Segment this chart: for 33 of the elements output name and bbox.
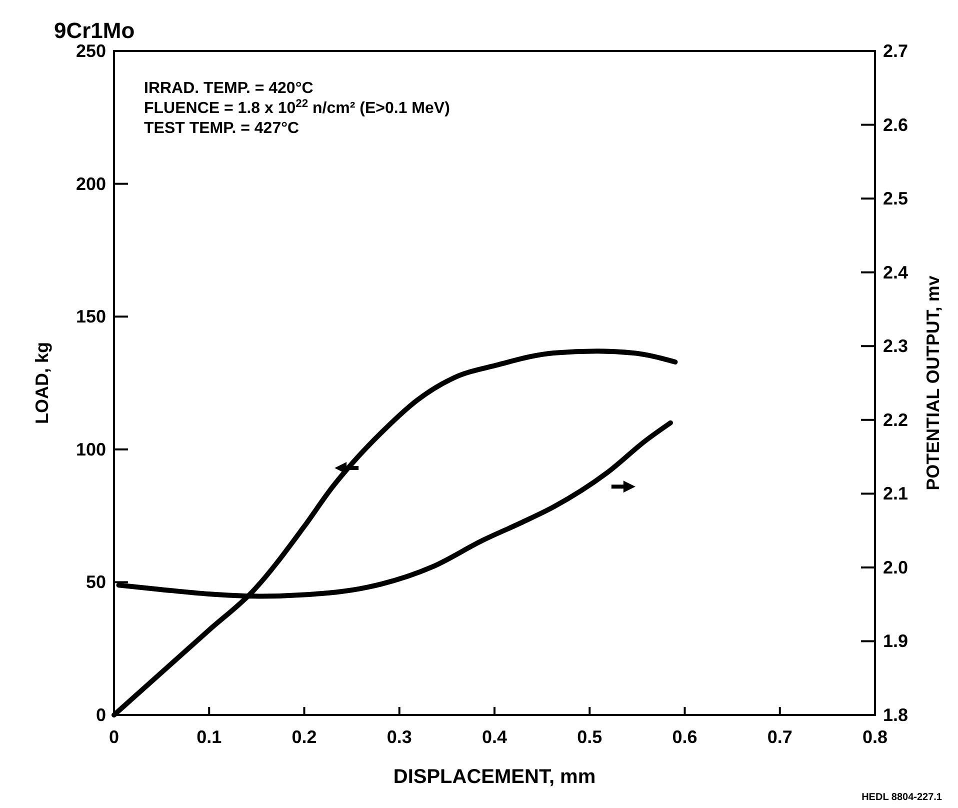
y2-tick-label: 2.7 [883,41,908,61]
y-tick-label: 150 [76,306,106,327]
x-tick-label: 0.7 [767,727,792,747]
y-axis-title: LOAD, kg [32,342,52,424]
x-tick-label: 0 [108,727,120,747]
x-tick-label: 0.6 [672,727,698,747]
x-tick-label: 0.8 [862,727,888,747]
y-tick-label: 100 [76,439,106,460]
y2-tick-label: 2.3 [883,336,908,356]
y2-tick-label: 2.5 [883,188,908,209]
y-tick-label: 50 [86,572,106,592]
x-tick-label: 0.1 [196,727,222,747]
x-tick-label: 0.5 [577,727,602,747]
y-tick-label: 200 [76,174,106,194]
annotation: IRRAD. TEMP. = 420°C [144,80,314,97]
annotation: TEST TEMP. = 427°C [144,120,300,137]
y-tick-label: 0 [96,705,106,725]
x-axis-title: DISPLACEMENT, mm [393,766,596,788]
text: HEDL 8804-227.1 [862,792,942,803]
x-tick-label: 0.4 [482,727,508,747]
x-tick-label: 0.3 [386,727,412,747]
y2-tick-label: 2.0 [883,557,908,578]
y2-tick-label: 2.1 [883,484,908,504]
y2-tick-label: 1.9 [883,631,908,652]
y2-tick-label: 2.6 [883,114,908,135]
y2-tick-label: 2.2 [883,410,908,430]
chart-title: 9Cr1Mo [54,18,135,43]
y2-tick-label: 2.4 [883,262,908,282]
y-tick-label: 250 [76,41,106,61]
annotation: FLUENCE = 1.8 x 10$^{22}$ n/cm² (E>0.1 MeV) [144,98,450,117]
x-tick-label: 0.2 [292,727,317,747]
y2-tick-label: 1.8 [883,705,908,725]
y2-axis-title: POTENTIAL OUTPUT, mv [923,276,943,490]
